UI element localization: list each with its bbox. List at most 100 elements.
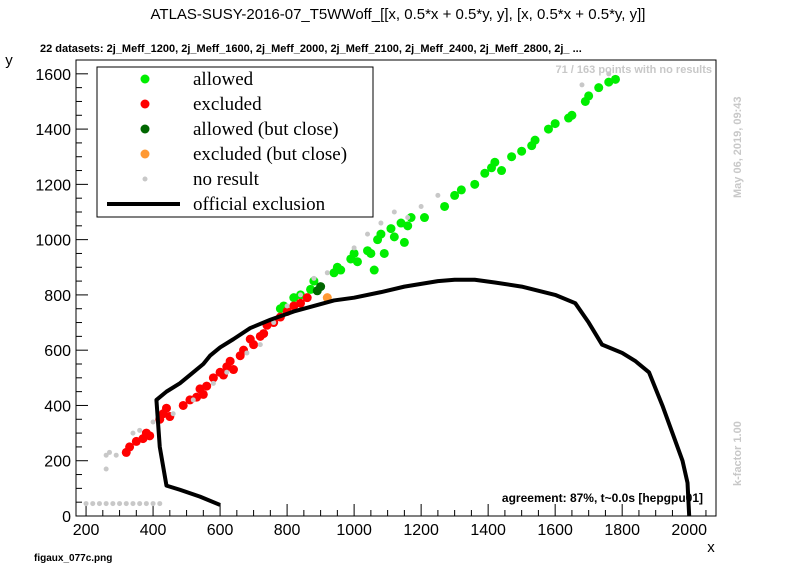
- point-no-result: [391, 209, 397, 215]
- point-no-result: [150, 501, 156, 507]
- legend-entry-label: no result: [193, 169, 260, 190]
- point-no-result: [123, 501, 129, 507]
- chart-subtitle: 22 datasets: 2j_Meff_1200, 2j_Meff_1600,…: [40, 43, 582, 55]
- point-no-result: [110, 501, 116, 507]
- x-tick-label: 600: [207, 522, 234, 539]
- point-allowed: [386, 224, 396, 234]
- point-no-result: [271, 320, 277, 326]
- point-no-result: [103, 452, 109, 458]
- point-allowed: [530, 135, 540, 145]
- y-tick-label: 1400: [35, 122, 71, 139]
- point-no-result: [190, 397, 196, 403]
- point-excluded: [202, 381, 212, 391]
- data-layer: [83, 71, 692, 517]
- legend-items: allowed excluded allowed (but close) exclud…: [107, 69, 347, 215]
- no-results-annotation: 71 / 163 points with no results: [556, 64, 712, 76]
- point-excluded: [259, 329, 269, 339]
- point-excluded: [125, 442, 135, 452]
- point-no-result: [143, 501, 149, 507]
- point-no-result: [324, 270, 330, 276]
- point-allowed: [456, 185, 466, 195]
- point-excluded: [178, 400, 188, 410]
- x-tick-label: 1200: [403, 522, 439, 539]
- point-allowed: [336, 265, 346, 275]
- point-allowed-but-close: [312, 286, 322, 296]
- y-tick-label: 1000: [35, 233, 71, 250]
- point-excluded: [198, 389, 208, 399]
- point-allowed: [379, 248, 389, 258]
- point-excluded: [145, 431, 155, 441]
- point-no-result: [365, 231, 371, 237]
- point-excluded: [302, 293, 312, 303]
- point-no-result: [244, 350, 250, 356]
- timestamp-annotation: May 06, 2019, 09:43: [732, 96, 744, 198]
- point-no-result: [170, 411, 176, 417]
- point-no-result: [150, 419, 156, 425]
- point-allowed: [543, 124, 553, 134]
- point-no-result: [130, 430, 136, 436]
- point-allowed: [403, 221, 413, 231]
- point-allowed: [480, 168, 490, 178]
- legend-marker-swatch: [142, 176, 148, 182]
- y-tick-label: 1200: [35, 177, 71, 194]
- point-allowed: [517, 146, 527, 156]
- point-no-result: [311, 275, 317, 281]
- y-tick-label: 0: [62, 509, 71, 526]
- point-no-result: [210, 380, 216, 386]
- legend-entry-label: allowed: [193, 69, 254, 90]
- axes: 200 400 600 800 1000 1200 1400 1600 1800 20000200…: [35, 59, 717, 539]
- point-allowed: [470, 179, 480, 189]
- point-no-result: [405, 215, 411, 221]
- point-allowed: [349, 248, 359, 258]
- x-tick-label: 1400: [470, 522, 506, 539]
- point-allowed: [610, 74, 620, 84]
- x-tick-label: 200: [73, 522, 100, 539]
- point-excluded: [225, 356, 235, 366]
- point-allowed: [550, 119, 560, 129]
- exclusion-line: [154, 277, 692, 517]
- point-no-result: [378, 220, 384, 226]
- point-no-result: [284, 303, 290, 309]
- point-no-result: [137, 501, 143, 507]
- y-axis-label: y: [5, 52, 13, 69]
- y-tick-label: 1600: [35, 67, 71, 84]
- legend-entry-label: excluded (but close): [193, 144, 347, 165]
- point-allowed: [352, 257, 362, 267]
- point-allowed: [490, 157, 500, 167]
- y-tick-label: 600: [44, 343, 71, 360]
- point-no-result: [130, 501, 136, 507]
- point-no-result: [107, 449, 113, 455]
- point-no-result: [137, 427, 143, 433]
- point-allowed: [406, 213, 416, 223]
- x-tick-label: 400: [140, 522, 167, 539]
- point-no-result: [103, 501, 109, 507]
- x-tick-label: 2000: [671, 522, 707, 539]
- point-allowed: [369, 265, 379, 275]
- point-allowed: [497, 166, 507, 176]
- legend-marker-swatch: [140, 149, 150, 159]
- y-tick-label: 400: [44, 398, 71, 415]
- chart-title: ATLAS-SUSY-2016-07_T5WWoff_[[x, 0.5*x + …: [151, 6, 646, 23]
- y-tick-label: 800: [44, 288, 71, 305]
- point-allowed: [594, 83, 604, 93]
- point-no-result: [579, 82, 585, 88]
- point-no-result: [351, 245, 357, 251]
- point-no-result: [103, 466, 109, 472]
- point-excluded: [228, 365, 238, 375]
- filename-label: figaux_077c.png: [34, 553, 112, 564]
- point-no-result: [113, 452, 119, 458]
- point-no-result: [606, 71, 612, 77]
- x-tick-label: 800: [274, 522, 301, 539]
- legend-entry-label: allowed (but close): [193, 119, 339, 140]
- x-tick-label: 1800: [604, 522, 640, 539]
- point-no-result: [298, 292, 304, 298]
- point-allowed: [376, 229, 386, 239]
- legend-box: [96, 66, 374, 218]
- point-excluded: [296, 298, 306, 308]
- point-excluded: [249, 340, 259, 350]
- point-no-result: [117, 501, 123, 507]
- point-no-result: [418, 203, 424, 209]
- point-no-result: [90, 501, 96, 507]
- point-no-result: [224, 369, 230, 375]
